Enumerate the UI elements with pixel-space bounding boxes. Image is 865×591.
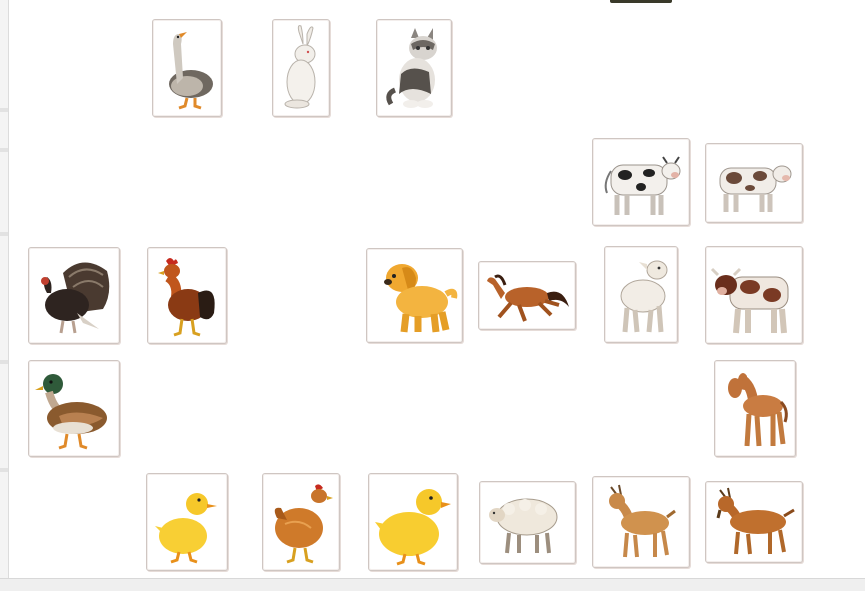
bull-icon — [710, 267, 789, 334]
card-duck[interactable]: duck — [28, 360, 120, 457]
card-bull[interactable]: bull — [705, 246, 803, 344]
card-lamb[interactable]: lamb — [604, 246, 678, 343]
sheep-icon — [488, 498, 557, 553]
card-cow[interactable]: cow — [592, 138, 690, 226]
card-horse[interactable]: horse — [478, 261, 576, 330]
top-handle[interactable] — [610, 0, 672, 3]
rooster-icon — [158, 257, 215, 336]
duckling-icon — [155, 493, 217, 564]
hen-icon — [274, 484, 333, 564]
card-turkey[interactable]: turkey — [28, 247, 120, 344]
card-cat[interactable]: cat — [376, 19, 452, 117]
foal-icon — [728, 372, 788, 446]
card-chick[interactable]: chick — [368, 473, 458, 571]
goat-icon — [716, 487, 795, 555]
card-goat[interactable]: goat — [705, 481, 803, 563]
card-puppy[interactable]: puppy — [366, 248, 463, 343]
card-goat-kid[interactable]: goat kid — [592, 476, 690, 568]
duck-icon — [35, 373, 107, 449]
calf-icon — [719, 165, 792, 212]
card-sheep[interactable]: sheep — [479, 481, 576, 564]
puppy-icon — [383, 263, 457, 332]
card-rooster[interactable]: rooster — [147, 247, 227, 344]
card-duckling[interactable]: duckling — [146, 473, 228, 571]
chick-icon — [375, 489, 451, 566]
cat-icon — [386, 28, 437, 108]
card-goose[interactable]: goose — [152, 19, 222, 117]
goose-icon — [169, 32, 213, 110]
turkey-icon — [41, 261, 110, 333]
goat-kid-icon — [609, 484, 676, 558]
horse-icon — [487, 274, 569, 322]
cow-icon — [604, 156, 681, 215]
card-foal[interactable]: foal — [714, 360, 796, 457]
bottom-scroll-edge — [0, 578, 865, 591]
left-scroll-edge — [0, 0, 9, 591]
rabbit-icon — [284, 25, 316, 109]
card-hen[interactable]: hen — [262, 473, 340, 571]
lamb-icon — [620, 260, 668, 332]
card-rabbit[interactable]: rabbit — [272, 19, 330, 117]
card-calf[interactable]: calf — [705, 143, 803, 223]
